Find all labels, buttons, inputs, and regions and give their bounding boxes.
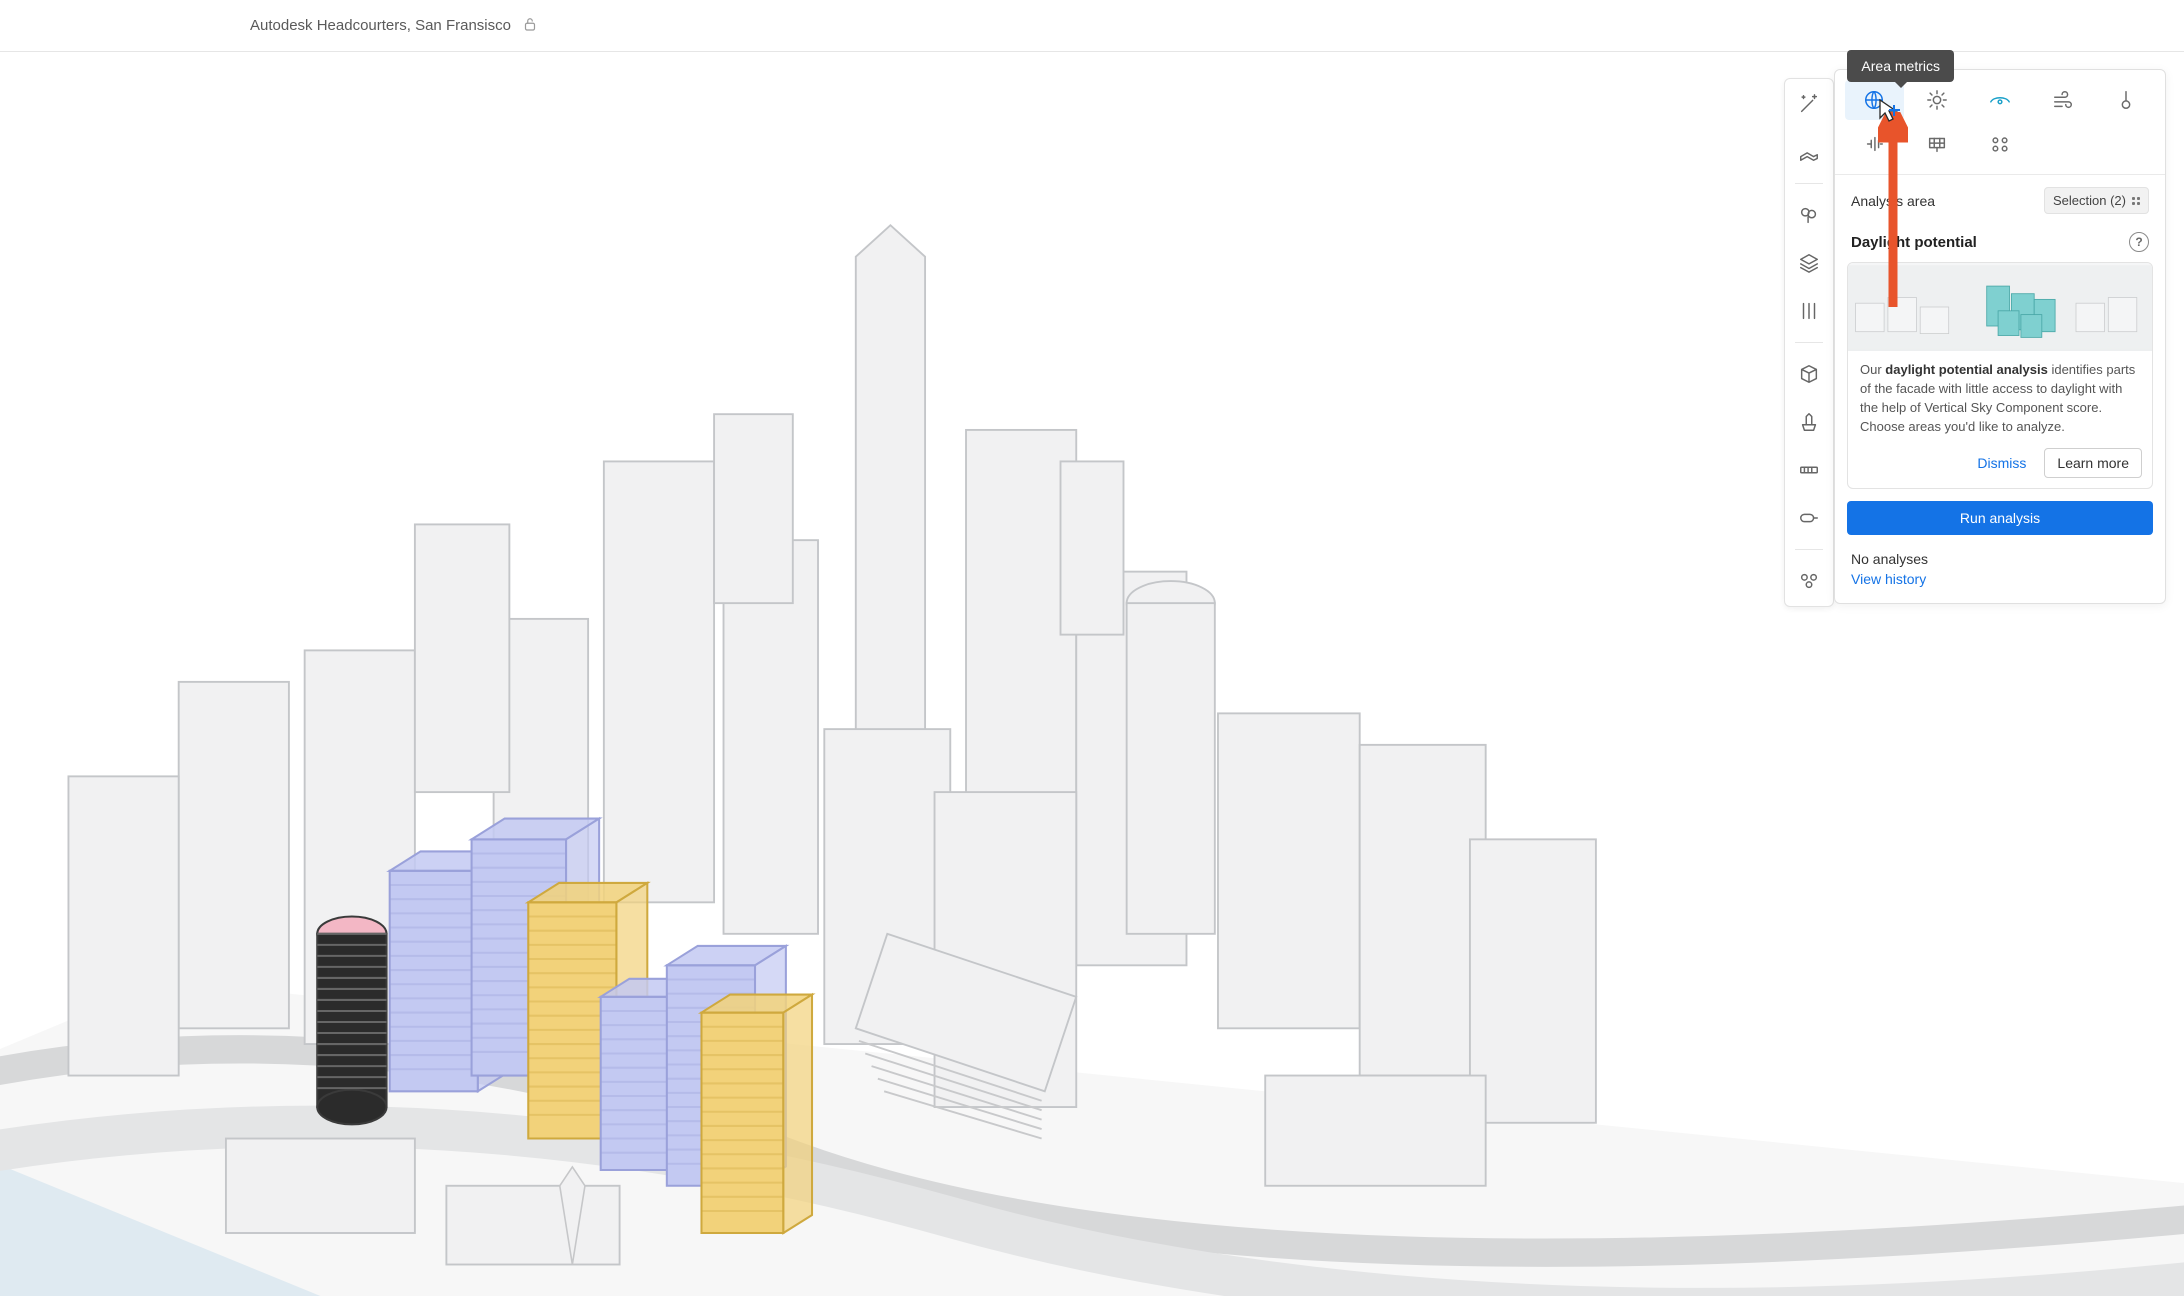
help-icon[interactable]: ? [2129, 232, 2149, 252]
area-metrics-tooltip: Area metrics [1847, 50, 1954, 82]
site-tool[interactable] [1792, 135, 1826, 169]
divider [1835, 174, 2165, 175]
section-title: Daylight potential [1851, 234, 1977, 251]
unlock-icon[interactable] [521, 15, 539, 37]
tooltip-label: Area metrics [1861, 58, 1940, 74]
separator [1795, 549, 1823, 550]
info-thumbnail [1848, 263, 2152, 351]
info-lead-bold: daylight potential analysis [1885, 362, 2048, 377]
align-tool[interactable] [1792, 294, 1826, 328]
run-analysis-button[interactable]: Run analysis [1847, 501, 2153, 535]
dismiss-button[interactable]: Dismiss [1967, 448, 2036, 478]
tab-view[interactable] [1971, 80, 2030, 120]
info-body: Our daylight potential analysis identifi… [1848, 351, 2152, 448]
layers-tool[interactable] [1792, 246, 1826, 280]
tab-sun[interactable] [1908, 80, 1967, 120]
analysis-panel: Analysis area Selection (2) Daylight pot… [1834, 69, 2166, 604]
analysis-area-row: Analysis area Selection (2) [1835, 187, 2165, 214]
tab-noise[interactable] [1845, 124, 1904, 164]
tab-density[interactable] [1971, 124, 2030, 164]
topbar: Autodesk Headcourters, San Fransisco [0, 0, 2184, 52]
daylight-section-head: Daylight potential ? [1835, 214, 2165, 262]
info-card: Our daylight potential analysis identifi… [1847, 262, 2153, 489]
tab-thermal[interactable] [2096, 80, 2155, 120]
tab-wind[interactable] [2033, 80, 2092, 120]
group-tool[interactable] [1792, 564, 1826, 598]
selection-label: Selection (2) [2053, 193, 2126, 208]
view-history-link[interactable]: View history [1851, 571, 1926, 587]
project-title: Autodesk Headcourters, San Fransisco [250, 17, 511, 34]
tab-solar[interactable] [1908, 124, 1967, 164]
measure-tool[interactable] [1792, 453, 1826, 487]
tool-rail [1784, 78, 1834, 607]
no-analyses-label: No analyses [1835, 535, 2165, 569]
analysis-area-label: Analysis area [1851, 193, 1935, 209]
magic-tool[interactable] [1792, 87, 1826, 121]
extrude-tool[interactable] [1792, 405, 1826, 439]
grip-icon [2132, 197, 2140, 205]
info-actions: Dismiss Learn more [1848, 448, 2152, 488]
tree-tool[interactable] [1792, 198, 1826, 232]
tag-tool[interactable] [1792, 501, 1826, 535]
learn-more-button[interactable]: Learn more [2044, 448, 2142, 478]
box-tool[interactable] [1792, 357, 1826, 391]
separator [1795, 342, 1823, 343]
separator [1795, 183, 1823, 184]
analysis-tabs [1835, 70, 2165, 170]
selection-chip[interactable]: Selection (2) [2044, 187, 2149, 214]
info-lead-prefix: Our [1860, 362, 1885, 377]
